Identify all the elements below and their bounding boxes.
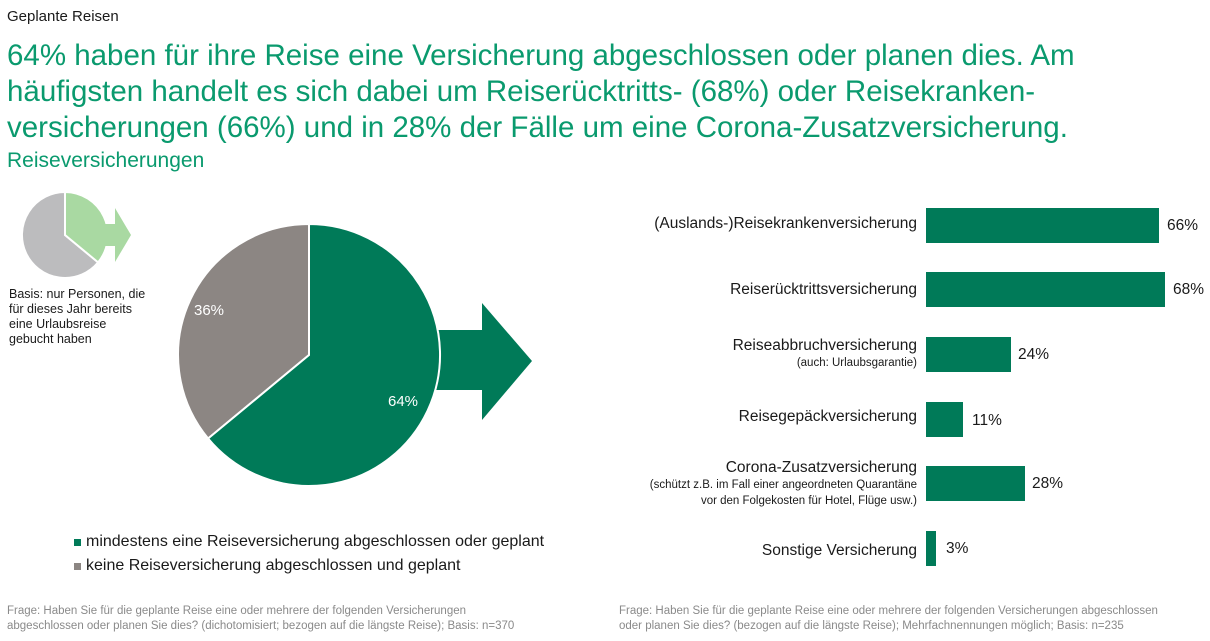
headline-line-2: häufigsten handelt es sich dabei um Reis… [7,75,1036,108]
legend-item: keine Reiseversicherung abgeschlossen un… [74,554,544,578]
bar-value: 24% [1018,346,1050,363]
bar-row: (Auslands-)Reisekrankenversicherung 66% [600,208,1210,243]
pie-chart [177,222,532,487]
bar-label-sub: (schützt z.B. im Fall einer angeordneten… [649,479,917,491]
bar-label: Reisegepäckversicherung [739,408,917,426]
bar-label-sub: (auch: Urlaubsgarantie) [796,357,917,369]
headline-line-3: versicherungen (66%) und in 28% der Fäll… [7,111,1068,144]
footnote-line: Frage: Haben Sie für die geplante Reise … [7,605,467,617]
basis-note-line: gebucht haben [9,332,92,346]
bar-label: Corona-Zusatzversicherung (schützt z.B. … [650,459,917,509]
bar-label-main: Reiseabbruchversicherung [732,337,917,354]
bar-label: Reiseabbruchversicherung (auch: Urlaubsg… [733,337,917,371]
base-filter-pie-icon [21,190,131,279]
basis-note-line: eine Urlaubsreise [9,317,107,331]
bar-label-main: Sonstige Versicherung [761,542,917,559]
footnote-right: Frage: Haben Sie für die geplante Reise … [619,604,1158,634]
bar-value: 11% [972,412,1002,429]
bar-row: Sonstige Versicherung 3% [600,531,1210,566]
bar [926,337,1011,372]
section-label: Geplante Reisen [7,8,119,25]
bar [926,402,963,437]
bar-label-main: Reiserücktrittsversicherung [730,281,917,298]
legend-swatch-green [74,538,81,546]
bar-value: 28% [1032,475,1064,492]
footnote-left: Frage: Haben Sie für die geplante Reise … [7,604,514,634]
pie-slice-gray [177,222,310,440]
bar-label-main: (Auslands-)Reisekrankenversicherung [654,215,917,232]
basis-note-line: für dieses Jahr bereits [9,302,132,316]
pie-label-green: 64% [388,393,419,410]
bar-row: Corona-Zusatzversicherung (schützt z.B. … [600,459,1210,507]
bar-label-main: Corona-Zusatzversicherung [725,459,917,476]
bar [926,466,1025,501]
bar-label: Sonstige Versicherung [762,542,917,560]
bar [926,272,1165,307]
legend-label: mindestens eine Reiseversicherung abgesc… [86,533,545,550]
bar-row: Reiseabbruchversicherung (auch: Urlaubsg… [600,337,1210,372]
legend-swatch-gray [74,562,81,570]
bar-value: 66% [1167,217,1199,234]
bar-value: 3% [946,540,969,557]
bar-label: Reiserücktrittsversicherung [730,281,917,299]
bar-label: (Auslands-)Reisekrankenversicherung [654,215,917,233]
bar-value: 68% [1173,281,1205,298]
bar [926,531,936,566]
footnote-line: oder planen Sie dies? (bezogen auf die l… [619,620,1124,632]
bar-label-main: Reisegepäckversicherung [738,408,917,425]
chart-subheading: Reiseversicherungen [7,149,205,172]
footnote-line: abgeschlossen oder planen Sie dies? (dic… [7,620,515,632]
pie-label-gray: 36% [194,302,225,319]
basis-note-line: Basis: nur Personen, die [9,287,146,301]
basis-note: Basis: nur Personen, die für dieses Jahr… [9,287,159,347]
headline-line-1: 64% haben für ihre Reise eine Versicheru… [7,39,1075,72]
pie-slice-green [206,222,442,487]
bar [926,208,1159,243]
footnote-line: Frage: Haben Sie für die geplante Reise … [619,605,1158,617]
bar-label-sub: vor den Folgekosten für Hotel, Flüge usw… [700,495,917,507]
legend-label: keine Reiseversicherung abgeschlossen un… [86,557,461,574]
legend-item: mindestens eine Reiseversicherung abgesc… [74,530,544,554]
bar-row: Reiserücktrittsversicherung 68% [600,272,1210,307]
headline: 64% haben für ihre Reise eine Versicheru… [7,38,1207,146]
pie-legend: mindestens eine Reiseversicherung abgesc… [74,530,544,578]
bar-row: Reisegepäckversicherung 11% [600,402,1210,437]
